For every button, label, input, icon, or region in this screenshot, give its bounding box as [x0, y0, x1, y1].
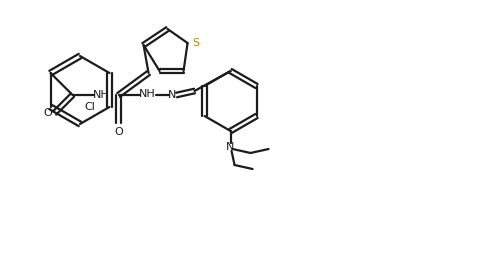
Text: NH: NH [93, 90, 110, 100]
Text: O: O [43, 108, 52, 118]
Text: S: S [192, 38, 199, 48]
Text: O: O [114, 127, 123, 137]
Text: NH: NH [139, 89, 156, 99]
Text: N: N [168, 90, 177, 100]
Text: N: N [226, 142, 235, 152]
Text: Cl: Cl [85, 102, 95, 112]
